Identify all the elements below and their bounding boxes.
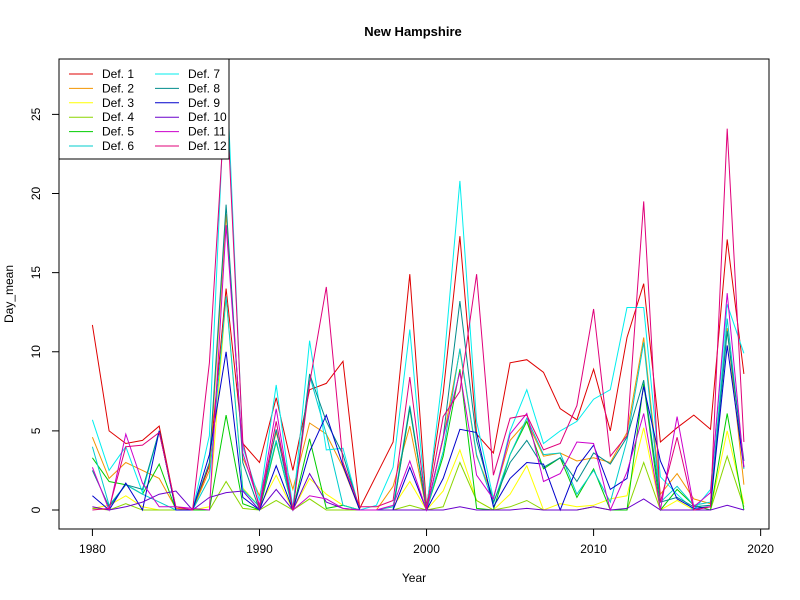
legend-label: Def. 9 bbox=[188, 96, 220, 110]
legend-label: Def. 12 bbox=[188, 139, 227, 153]
series-line-def-9 bbox=[92, 345, 745, 512]
series-line-def-10 bbox=[92, 472, 745, 511]
legend-label: Def. 2 bbox=[102, 81, 134, 95]
series-lines bbox=[91, 60, 745, 512]
y-tick-label: 25 bbox=[29, 107, 43, 121]
series-line-def-12 bbox=[92, 85, 745, 511]
x-tick-label: 2020 bbox=[747, 542, 774, 556]
x-tick-label: 2000 bbox=[413, 542, 440, 556]
legend-label: Def. 3 bbox=[102, 96, 134, 110]
series-line-def-4 bbox=[92, 454, 745, 511]
series-line-def-8 bbox=[91, 204, 745, 512]
legend-label: Def. 4 bbox=[102, 110, 134, 124]
y-axis: 0 5 10 15 20 25 bbox=[29, 107, 60, 513]
x-tick-label: 2010 bbox=[580, 542, 607, 556]
series-line-def-2 bbox=[91, 214, 745, 511]
legend-label: Def. 11 bbox=[188, 125, 226, 139]
chart-title: New Hampshire bbox=[364, 24, 462, 39]
legend-label: Def. 6 bbox=[102, 139, 134, 153]
y-tick-label: 5 bbox=[29, 427, 43, 434]
legend-box bbox=[58, 58, 230, 160]
y-tick-label: 20 bbox=[29, 187, 43, 201]
legend-label: Def. 7 bbox=[188, 67, 220, 81]
legend-label: Def. 5 bbox=[102, 125, 134, 139]
x-tick-label: 1980 bbox=[79, 542, 106, 556]
y-axis-label: Day_mean bbox=[2, 265, 16, 323]
x-tick-label: 1990 bbox=[246, 542, 273, 556]
y-tick-label: 15 bbox=[29, 266, 43, 280]
x-axis-label: Year bbox=[402, 571, 426, 585]
legend-label: Def. 1 bbox=[102, 67, 134, 81]
y-tick-label: 0 bbox=[29, 506, 43, 513]
legend-label: Def. 8 bbox=[188, 81, 220, 95]
x-axis: 1980 1990 2000 2010 2020 bbox=[79, 528, 774, 556]
series-line-def-11 bbox=[91, 225, 745, 512]
series-line-def-7 bbox=[91, 60, 745, 511]
series-line-def-1 bbox=[91, 236, 745, 511]
series-line-def-3 bbox=[92, 296, 745, 512]
y-tick-label: 10 bbox=[29, 345, 43, 359]
legend-label: Def. 10 bbox=[188, 110, 227, 124]
